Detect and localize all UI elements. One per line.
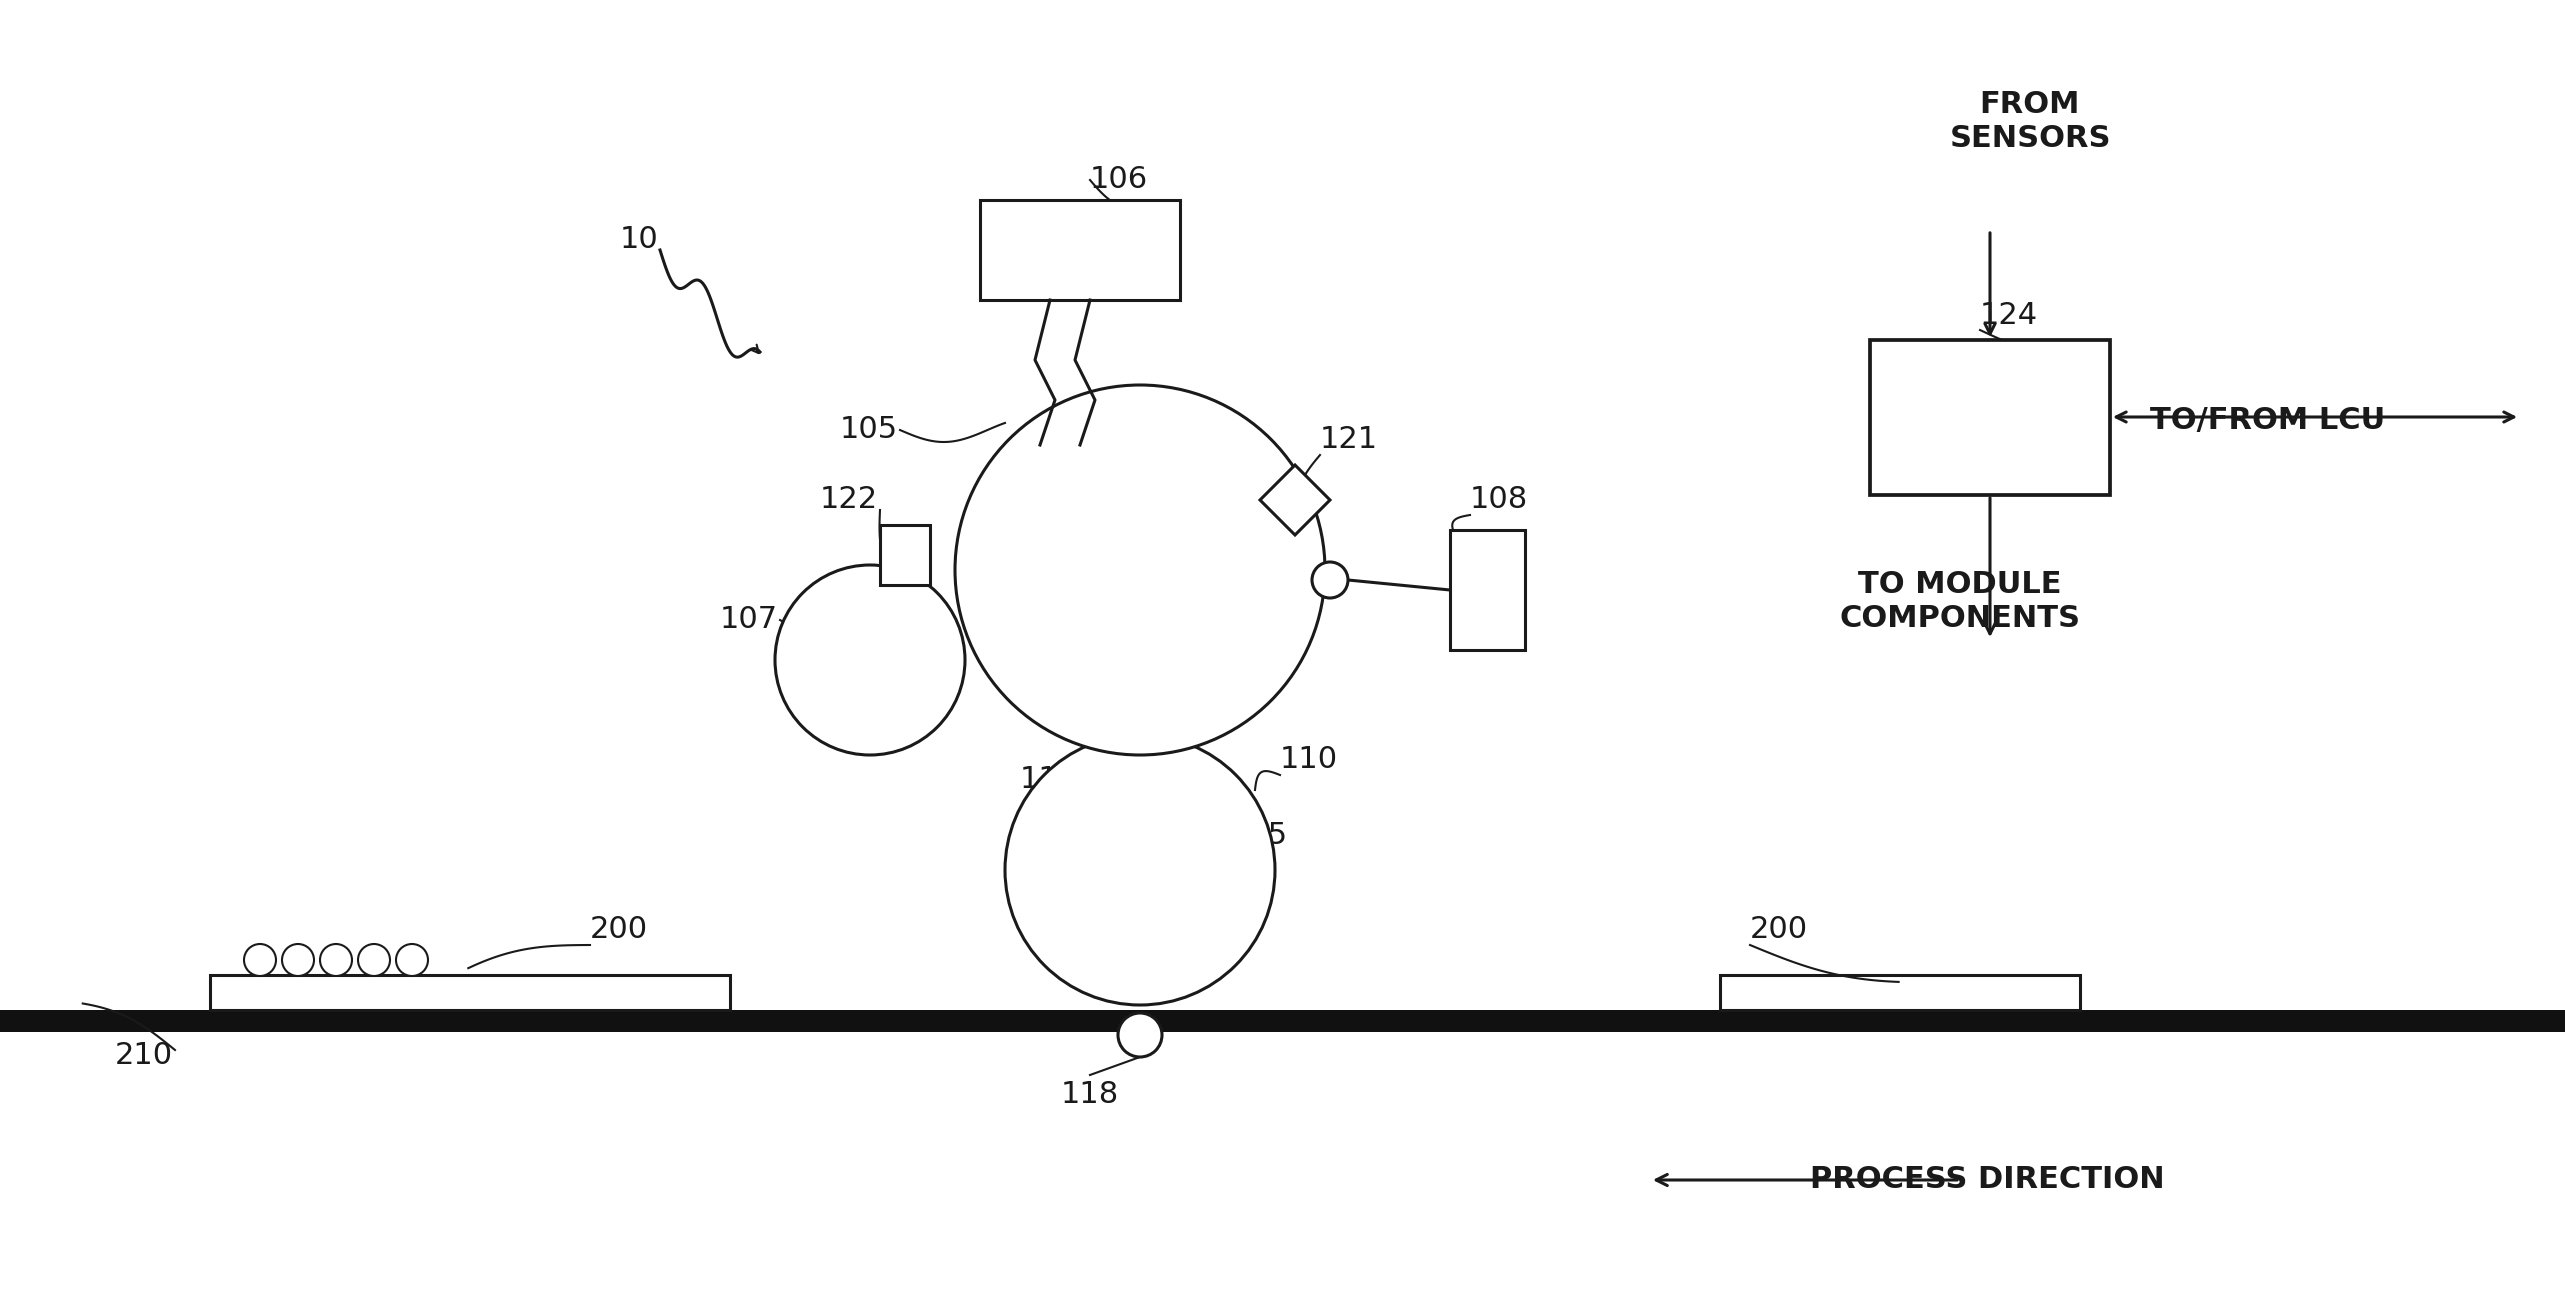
Bar — [1721, 975, 2080, 1010]
Circle shape — [244, 944, 277, 976]
Bar — [880, 525, 931, 586]
Circle shape — [1005, 735, 1275, 1005]
Text: 124: 124 — [1980, 301, 2039, 329]
Circle shape — [395, 944, 428, 976]
Circle shape — [775, 565, 964, 755]
Text: 107: 107 — [721, 605, 777, 634]
Circle shape — [359, 944, 390, 976]
Circle shape — [954, 386, 1326, 755]
Circle shape — [282, 944, 313, 976]
Text: 122: 122 — [821, 485, 877, 515]
Polygon shape — [1259, 465, 1331, 535]
Text: TO/FROM LCU: TO/FROM LCU — [2149, 405, 2385, 434]
Text: 118: 118 — [1062, 1080, 1118, 1110]
Text: 106: 106 — [1090, 166, 1149, 195]
Text: TO MODULE
COMPONENTS: TO MODULE COMPONENTS — [1839, 570, 2080, 633]
Text: 210: 210 — [115, 1040, 172, 1069]
Circle shape — [1118, 1013, 1162, 1057]
Text: 117: 117 — [1021, 766, 1077, 795]
Bar — [0, 1010, 2565, 1033]
Text: 200: 200 — [1749, 915, 1808, 945]
Text: 10: 10 — [621, 226, 659, 255]
Circle shape — [321, 944, 351, 976]
Text: 200: 200 — [590, 915, 649, 945]
Text: 115: 115 — [1231, 821, 1288, 850]
Bar — [980, 200, 1180, 301]
Circle shape — [1313, 562, 1349, 599]
Text: FROM
SENSORS: FROM SENSORS — [1949, 90, 2111, 153]
Text: 105: 105 — [839, 416, 898, 444]
Bar — [1870, 340, 2111, 495]
Text: 110: 110 — [1280, 745, 1339, 775]
Bar — [1449, 531, 1526, 650]
Text: 121: 121 — [1321, 426, 1377, 455]
Text: 108: 108 — [1470, 485, 1529, 515]
Bar — [210, 975, 731, 1010]
Text: PROCESS DIRECTION: PROCESS DIRECTION — [1811, 1166, 2165, 1195]
